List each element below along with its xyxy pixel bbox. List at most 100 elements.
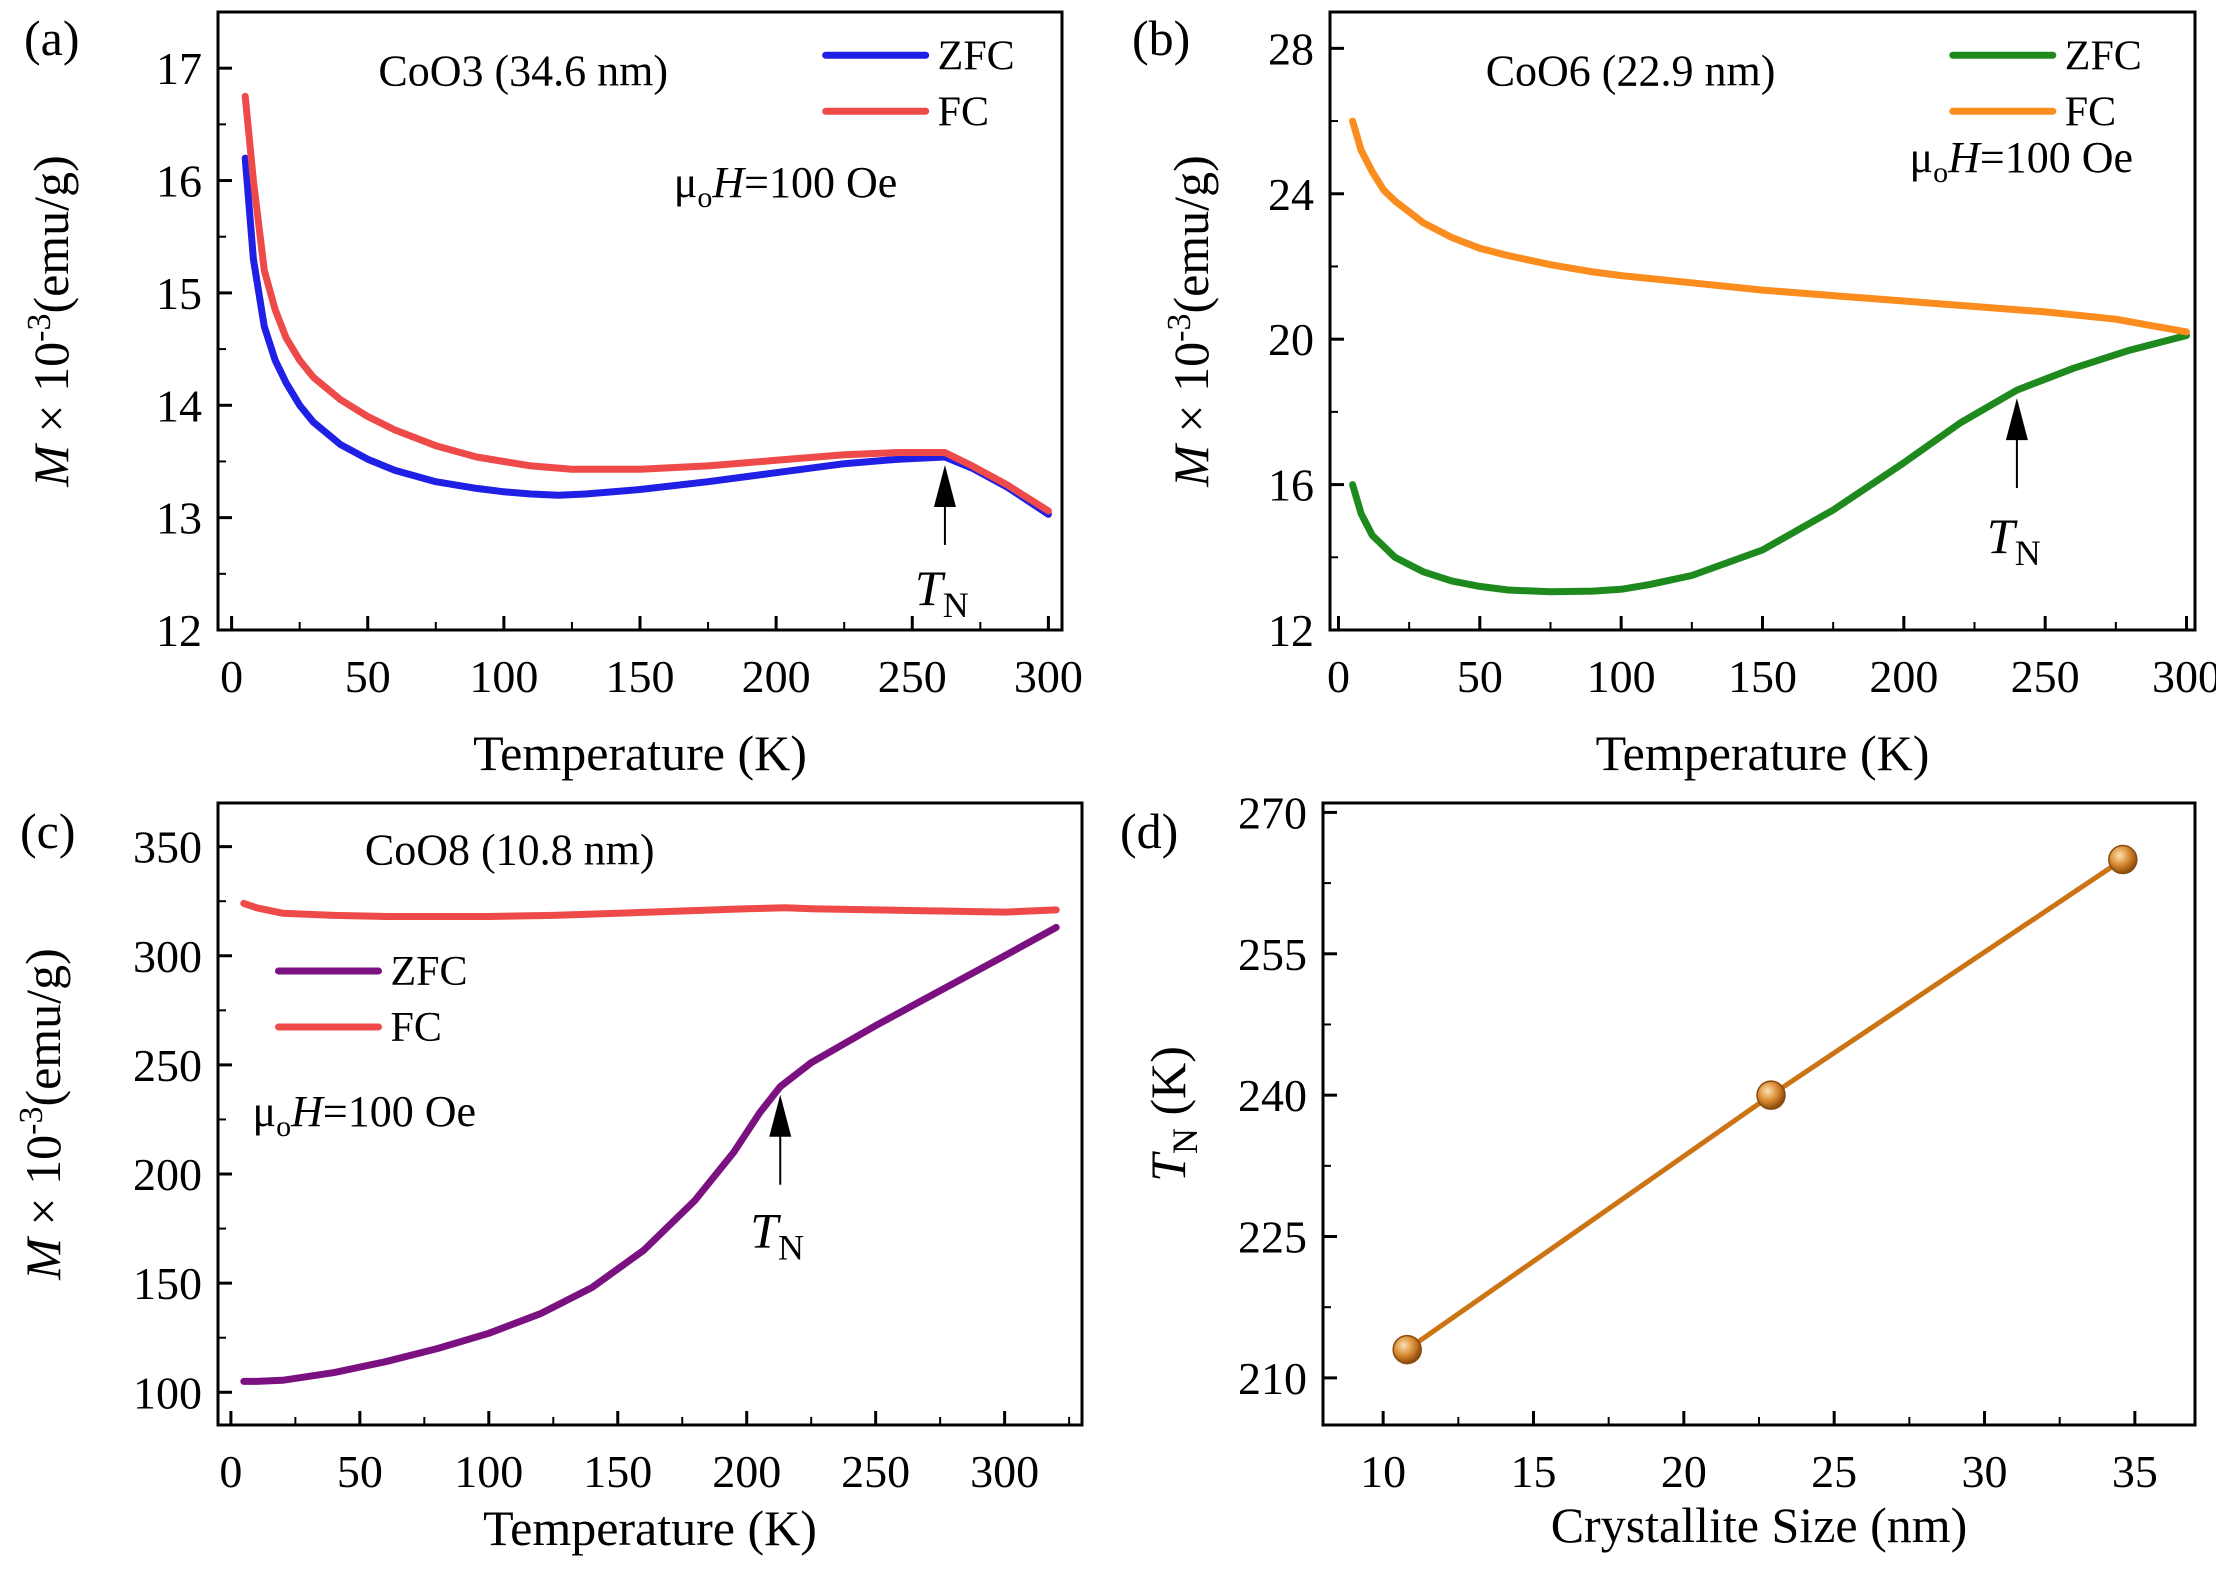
tn-subscript: N — [778, 1228, 804, 1268]
x-tick-label: 100 — [454, 1446, 523, 1497]
x-tick-label: 300 — [1014, 651, 1083, 702]
panel-label: (a) — [24, 10, 80, 66]
legend: ZFC FC — [274, 949, 468, 1051]
y-tick-label: 20 — [1268, 314, 1314, 365]
tn-subscript: N — [2015, 533, 2041, 573]
x-tick-label: 200 — [742, 651, 811, 702]
panel-c: 0 50 100 150 200 250 300 100 150 200 250 300 350 Temp… — [13, 801, 1084, 1556]
y-axis-subscript: N — [1165, 1128, 1205, 1154]
series-line-zfc — [241, 154, 1052, 518]
y-tick-label: 240 — [1238, 1070, 1307, 1121]
series-line-fc — [241, 92, 1052, 515]
x-tick-label: 35 — [2112, 1446, 2158, 1497]
field-value: =100 Oe — [744, 158, 897, 207]
field-value: =100 Oe — [1980, 133, 2133, 182]
x-tick-label: 150 — [606, 651, 675, 702]
x-tick-label: 150 — [583, 1446, 652, 1497]
y-axis-symbol: M — [1163, 443, 1219, 488]
y-tick-label: 100 — [133, 1367, 202, 1418]
y-tick-label: 350 — [133, 822, 202, 873]
field-annotation: μoH=100 Oe — [674, 158, 898, 214]
tn-label: TN — [915, 560, 969, 625]
tn-subscript: N — [943, 585, 969, 625]
x-tick-label: 0 — [220, 651, 243, 702]
y-axis-exponent: -3 — [13, 1107, 50, 1135]
field-symbol: H — [1947, 133, 1982, 182]
legend: ZFC FC — [1949, 33, 2142, 135]
y-tick-label: 24 — [1268, 169, 1314, 220]
y-axis-times: × 10 — [1163, 342, 1219, 445]
field-mu: μ — [1910, 133, 1934, 182]
sample-annotation: CoO8 (10.8 nm) — [365, 826, 655, 875]
y-tick-label: 200 — [133, 1149, 202, 1200]
x-tick-label: 250 — [878, 651, 947, 702]
x-axis-title: Temperature (K) — [1596, 725, 1930, 781]
y-tick-label: 225 — [1238, 1212, 1307, 1263]
y-tick-label: 270 — [1238, 787, 1307, 838]
y-axis-title: M × 10-3(emu/g) — [1161, 155, 1219, 487]
plot-frame — [216, 801, 1084, 1427]
field-value: =100 Oe — [323, 1087, 476, 1136]
y-tick-label: 255 — [1238, 929, 1307, 980]
tn-symbol: T — [915, 560, 946, 616]
tn-arrow-head — [2005, 398, 2028, 441]
y-tick-label: 16 — [156, 156, 202, 207]
y-tick-label: 28 — [1268, 23, 1314, 74]
y-axis-unit: (emu/g) — [15, 948, 71, 1106]
x-tick-label: 200 — [712, 1446, 781, 1497]
y-axis-symbol: M — [23, 443, 79, 488]
panel-d: 10 15 20 25 30 35 210 225 240 255 270 Crystallite S… — [1120, 787, 2197, 1553]
x-tick-label: 15 — [1510, 1446, 1556, 1497]
plot-frame — [216, 10, 1064, 632]
x-tick-label: 150 — [1728, 651, 1797, 702]
x-axis-title: Temperature (K) — [483, 1500, 817, 1556]
field-subscript: o — [276, 1110, 291, 1143]
x-tick-label: 300 — [970, 1446, 1039, 1497]
sample-annotation: CoO3 (34.6 nm) — [378, 47, 668, 96]
legend-label-zfc: ZFC — [938, 33, 1015, 79]
y-axis-unit: (K) — [1140, 1046, 1196, 1128]
y-axis-title: M × 10-3(emu/g) — [21, 155, 79, 487]
panel-a: 0 50 100 150 200 250 300 12 13 14 15 16 17 Temperatur… — [21, 10, 1083, 781]
field-mu: μ — [674, 158, 698, 207]
x-tick-label: 50 — [345, 651, 391, 702]
y-tick-label: 14 — [156, 380, 202, 431]
x-axis-title: Crystallite Size (nm) — [1551, 1497, 1968, 1553]
x-tick-label: 0 — [219, 1446, 242, 1497]
x-tick-label: 10 — [1360, 1446, 1406, 1497]
field-symbol: H — [290, 1087, 325, 1136]
data-point — [2108, 844, 2138, 875]
tn-label: TN — [750, 1203, 804, 1268]
field-subscript: o — [1933, 156, 1948, 189]
tn-symbol: T — [750, 1203, 781, 1259]
x-tick-label: 250 — [841, 1446, 910, 1497]
y-axis-times: × 10 — [23, 342, 79, 445]
field-annotation: μoH=100 Oe — [1910, 133, 2134, 189]
legend-label-fc: FC — [2065, 89, 2116, 135]
y-tick-label: 12 — [156, 605, 202, 656]
x-tick-label: 100 — [469, 651, 538, 702]
tn-label: TN — [1987, 508, 2041, 573]
y-axis-unit: (emu/g) — [1163, 155, 1219, 313]
field-subscript: o — [697, 181, 712, 214]
y-tick-label: 250 — [133, 1040, 202, 1091]
x-tick-label: 250 — [2011, 651, 2080, 702]
y-tick-label: 300 — [133, 931, 202, 982]
x-tick-label: 200 — [1869, 651, 1938, 702]
tn-arrow-head — [933, 464, 956, 507]
x-tick-label: 20 — [1661, 1446, 1707, 1497]
y-axis-exponent: -3 — [1161, 314, 1198, 342]
y-tick-label: 17 — [156, 43, 202, 94]
y-axis-symbol: T — [1140, 1151, 1196, 1182]
legend-label-fc: FC — [390, 1005, 441, 1051]
series-line-fc — [240, 899, 1060, 920]
legend-label-zfc: ZFC — [2065, 33, 2142, 79]
tn-symbol: T — [1987, 508, 2018, 564]
field-annotation: μoH=100 Oe — [253, 1087, 477, 1143]
legend-label-fc: FC — [938, 89, 989, 135]
y-axis-title: TN (K) — [1140, 1046, 1205, 1182]
y-axis-exponent: -3 — [21, 314, 58, 342]
x-axis-title: Temperature (K) — [473, 725, 807, 781]
panel-label: (c) — [20, 803, 76, 859]
